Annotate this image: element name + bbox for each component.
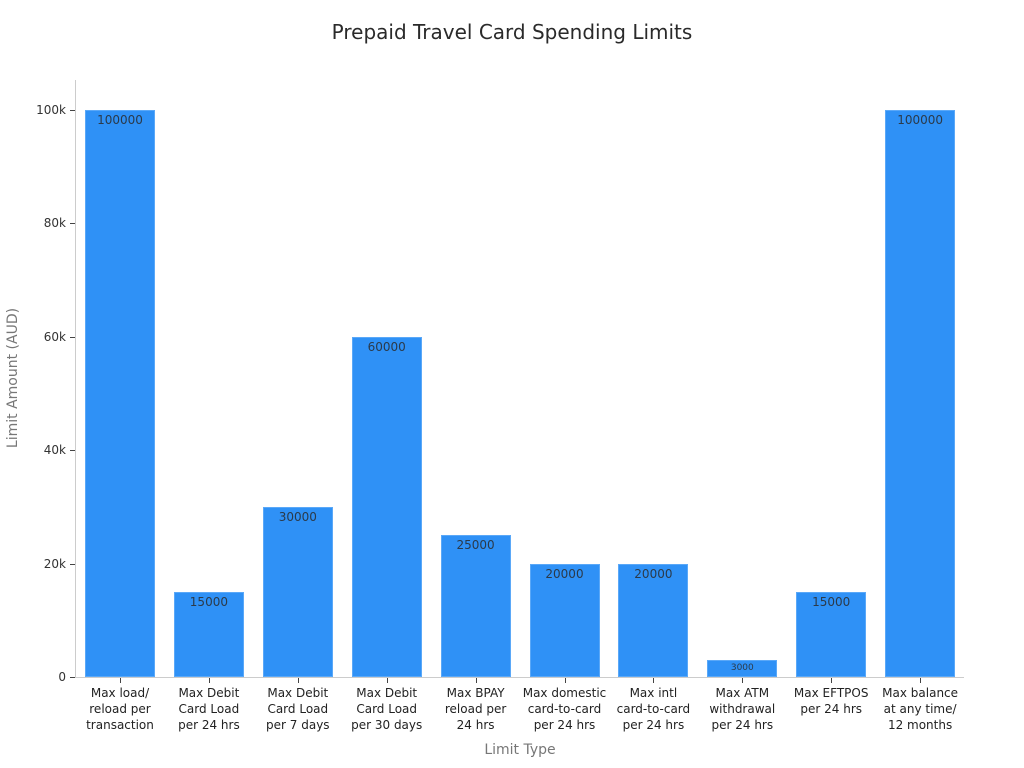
bar-value-label: 3000: [730, 662, 754, 673]
y-tick-label: 20k: [43, 556, 66, 571]
x-axis-line: [75, 677, 964, 678]
x-tick: [297, 678, 299, 683]
x-tick-label: Max intl card-to-card per 24 hrs: [616, 686, 691, 732]
x-tick-label: Max Debit Card Load per 7 days: [266, 686, 330, 732]
y-axis-line: [75, 80, 76, 678]
bar-value-label: 60000: [367, 339, 406, 354]
bar[interactable]: 20000: [618, 563, 689, 677]
x-tick: [120, 678, 121, 683]
x-tick-label: Max BPAY reload per 24 hrs: [444, 686, 507, 732]
bar-value-label: 25000: [456, 538, 495, 553]
y-tick: [70, 563, 75, 565]
y-tick: [70, 110, 75, 111]
y-tick: [70, 336, 75, 338]
y-tick-label: 60k: [43, 329, 66, 344]
bar-value-label: 100000: [97, 113, 143, 127]
y-tick: [70, 450, 75, 452]
bar-value-label: 20000: [545, 566, 584, 581]
bar[interactable]: 3000: [707, 659, 778, 677]
x-tick: [742, 678, 744, 683]
x-tick: [920, 678, 922, 683]
y-tick-label: 80k: [43, 216, 66, 231]
y-tick-label: 40k: [43, 443, 66, 458]
x-tick: [564, 678, 566, 683]
y-axis-label: Limit Amount (AUD): [5, 307, 21, 449]
y-tick: [70, 677, 75, 678]
x-tick: [475, 678, 477, 683]
bar[interactable]: 100000: [885, 110, 956, 677]
x-tick-label: Max ATM withdrawal per 24 hrs: [709, 686, 776, 732]
y-tick-label: 100k: [36, 103, 66, 117]
x-tick-label: Max Debit Card Load per 24 hrs: [178, 686, 240, 732]
bar[interactable]: 100000: [85, 110, 155, 677]
bar-value-label: 15000: [812, 594, 851, 609]
bar[interactable]: 30000: [262, 506, 333, 677]
bar-value-label: 30000: [278, 509, 317, 524]
bar[interactable]: 60000: [351, 336, 422, 677]
x-tick-label: Max domestic card-to-card per 24 hrs: [522, 686, 607, 732]
x-tick-label: Max Debit Card Load per 30 days: [351, 686, 423, 732]
bar[interactable]: 20000: [529, 563, 600, 677]
bar[interactable]: 15000: [796, 591, 867, 677]
bar-value-label: 20000: [634, 566, 673, 581]
bar-value-label: 15000: [189, 594, 228, 609]
x-tick: [831, 678, 833, 683]
chart-title: Prepaid Travel Card Spending Limits: [331, 20, 693, 44]
bar-value-label: 100000: [897, 113, 943, 127]
y-tick-label: 0: [58, 670, 66, 684]
x-axis-label: Limit Type: [484, 742, 556, 758]
bar[interactable]: 15000: [173, 591, 244, 677]
bar[interactable]: 25000: [440, 535, 511, 677]
y-tick: [70, 223, 75, 225]
x-tick: [386, 678, 388, 683]
x-tick-label: Max EFTPOS per 24 hrs: [793, 686, 869, 716]
x-tick: [208, 678, 210, 683]
x-tick-label: Max load/ reload per transaction: [86, 686, 154, 732]
x-tick-label: Max balance at any time/ 12 months: [882, 686, 959, 732]
x-tick: [653, 678, 655, 683]
